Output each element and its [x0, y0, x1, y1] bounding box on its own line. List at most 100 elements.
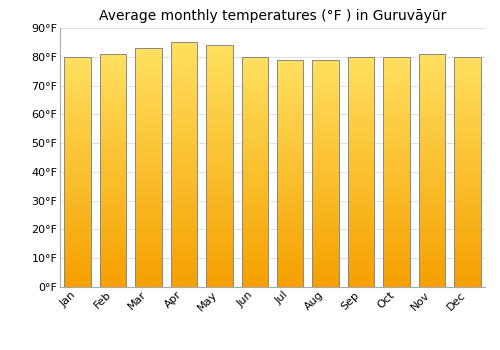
Bar: [277, 147, 303, 150]
Bar: [418, 221, 445, 225]
Bar: [64, 164, 91, 168]
Bar: [312, 223, 339, 226]
Bar: [312, 283, 339, 287]
Bar: [206, 247, 233, 251]
Bar: [242, 114, 268, 118]
Bar: [277, 173, 303, 177]
Bar: [348, 88, 374, 91]
Bar: [170, 107, 197, 112]
Bar: [312, 105, 339, 109]
Bar: [418, 237, 445, 240]
Bar: [454, 168, 480, 172]
Bar: [206, 234, 233, 239]
Bar: [383, 76, 409, 80]
Bar: [454, 91, 480, 95]
Bar: [64, 103, 91, 107]
Bar: [170, 201, 197, 205]
Bar: [277, 268, 303, 272]
Bar: [170, 242, 197, 246]
Bar: [277, 105, 303, 109]
Bar: [348, 275, 374, 279]
Bar: [100, 252, 126, 256]
Bar: [418, 69, 445, 73]
Bar: [312, 264, 339, 268]
Bar: [383, 241, 409, 245]
Bar: [418, 81, 445, 85]
Bar: [64, 283, 91, 287]
Bar: [136, 140, 162, 144]
Bar: [64, 260, 91, 264]
Bar: [170, 148, 197, 153]
Bar: [64, 256, 91, 260]
Bar: [100, 85, 126, 89]
Bar: [100, 151, 126, 155]
Bar: [277, 230, 303, 234]
Bar: [312, 63, 339, 67]
Bar: [312, 78, 339, 82]
Bar: [312, 150, 339, 154]
Bar: [312, 188, 339, 192]
Bar: [454, 103, 480, 107]
Bar: [348, 183, 374, 187]
Bar: [100, 229, 126, 233]
Bar: [454, 275, 480, 279]
Bar: [454, 268, 480, 272]
Bar: [312, 241, 339, 245]
Bar: [454, 233, 480, 237]
Bar: [418, 264, 445, 267]
Bar: [206, 130, 233, 134]
Bar: [312, 120, 339, 124]
Bar: [312, 162, 339, 166]
Bar: [348, 61, 374, 64]
Bar: [454, 279, 480, 283]
Bar: [206, 239, 233, 243]
Bar: [348, 99, 374, 103]
Bar: [242, 275, 268, 279]
Bar: [383, 187, 409, 191]
Bar: [348, 80, 374, 84]
Bar: [277, 139, 303, 143]
Bar: [242, 168, 268, 172]
Bar: [383, 245, 409, 248]
Bar: [454, 61, 480, 64]
Bar: [206, 61, 233, 65]
Bar: [100, 202, 126, 205]
Bar: [348, 118, 374, 122]
Bar: [312, 71, 339, 75]
Bar: [170, 246, 197, 250]
Bar: [418, 240, 445, 244]
Bar: [348, 141, 374, 145]
Bar: [277, 109, 303, 113]
Bar: [312, 60, 339, 63]
Bar: [136, 271, 162, 275]
Bar: [312, 101, 339, 105]
Bar: [100, 279, 126, 283]
Bar: [383, 233, 409, 237]
Bar: [136, 255, 162, 259]
Bar: [348, 237, 374, 241]
Bar: [312, 60, 339, 287]
Bar: [242, 206, 268, 210]
Bar: [100, 100, 126, 104]
Bar: [206, 45, 233, 287]
Bar: [312, 181, 339, 185]
Bar: [383, 156, 409, 160]
Bar: [277, 272, 303, 276]
Bar: [100, 225, 126, 229]
Bar: [242, 283, 268, 287]
Bar: [170, 79, 197, 83]
Bar: [100, 139, 126, 143]
Bar: [170, 262, 197, 267]
Bar: [100, 65, 126, 69]
Bar: [100, 108, 126, 112]
Bar: [418, 132, 445, 135]
Bar: [277, 226, 303, 230]
Bar: [277, 101, 303, 105]
Bar: [383, 279, 409, 283]
Bar: [206, 93, 233, 98]
Bar: [64, 72, 91, 76]
Bar: [277, 215, 303, 219]
Bar: [100, 62, 126, 65]
Bar: [454, 160, 480, 164]
Bar: [136, 48, 162, 52]
